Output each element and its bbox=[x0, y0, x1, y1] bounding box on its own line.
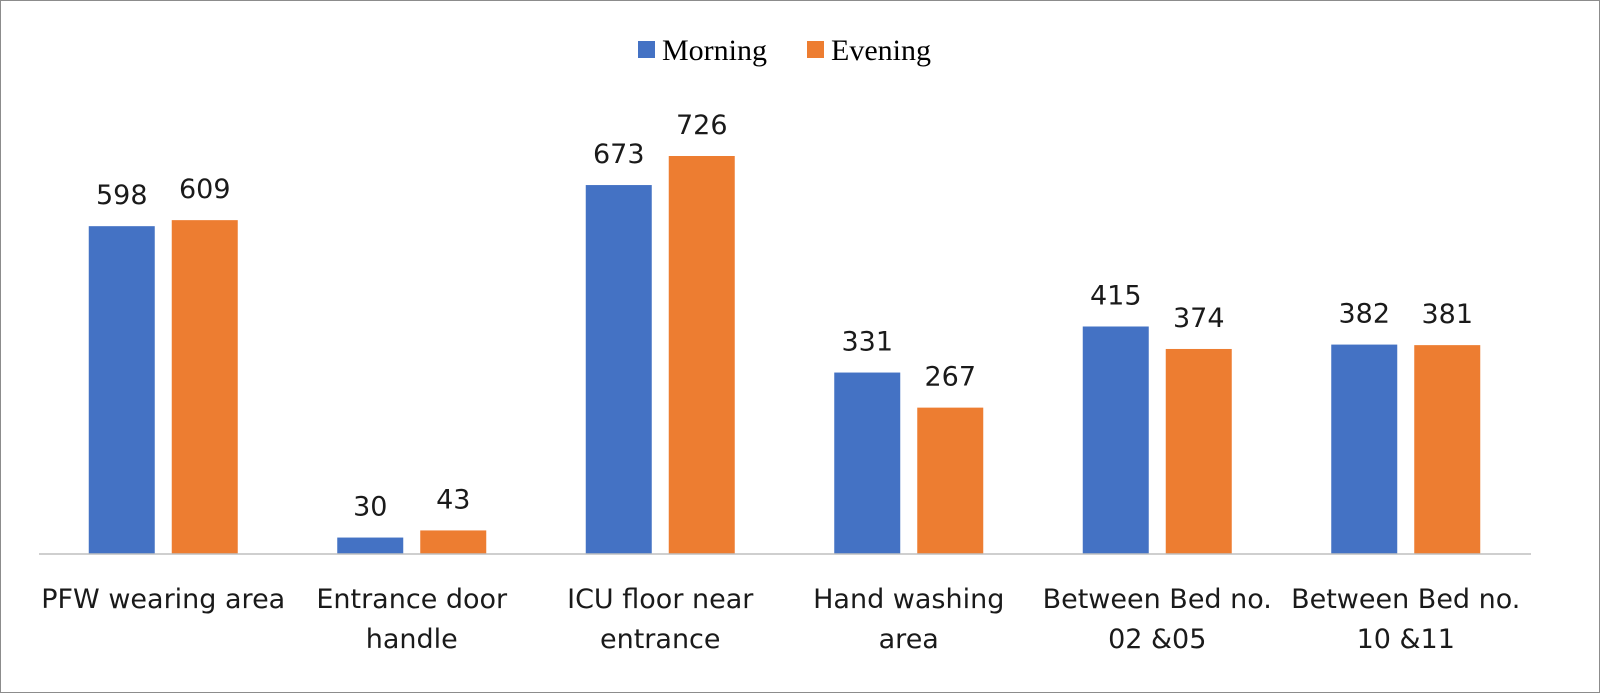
bar-morning-2 bbox=[337, 537, 404, 554]
data-label-evening-6: 381 bbox=[1421, 299, 1473, 330]
data-label-morning-6: 382 bbox=[1338, 299, 1390, 330]
data-label-morning-1: 598 bbox=[96, 180, 148, 211]
data-label-morning-2: 30 bbox=[353, 492, 387, 523]
category-label-3: ICU floor near entrance bbox=[567, 584, 754, 655]
legend: Morning Evening bbox=[638, 34, 931, 67]
bar-evening-2 bbox=[420, 530, 487, 554]
bar-morning-6 bbox=[1331, 344, 1398, 554]
data-label-morning-4: 331 bbox=[841, 327, 893, 358]
bar-morning-1 bbox=[88, 226, 155, 555]
data-label-morning-3: 673 bbox=[593, 139, 645, 170]
bars bbox=[88, 156, 1481, 555]
legend-swatch-evening bbox=[807, 41, 824, 58]
legend-label-evening: Evening bbox=[831, 34, 931, 67]
bar-morning-3 bbox=[585, 185, 652, 554]
category-label-6: Between Bed no. 10 &11 bbox=[1291, 584, 1520, 655]
data-label-evening-2: 43 bbox=[436, 484, 470, 515]
legend-label-morning: Morning bbox=[662, 34, 767, 67]
data-label-morning-5: 415 bbox=[1090, 280, 1142, 311]
bar-morning-5 bbox=[1082, 326, 1149, 554]
category-label-4: Hand washing area bbox=[813, 584, 1004, 655]
bar-evening-1 bbox=[171, 220, 238, 554]
bar-morning-4 bbox=[834, 372, 901, 554]
data-label-evening-1: 609 bbox=[179, 174, 231, 205]
category-label-1: PFW wearing area bbox=[41, 584, 285, 615]
category-label-5: Between Bed no. 02 &05 bbox=[1043, 584, 1272, 655]
bar-evening-5 bbox=[1165, 348, 1232, 554]
data-labels: 598 609 30 43 673 726 331 267 415 374 382 381 bbox=[96, 110, 1473, 523]
data-label-evening-5: 374 bbox=[1173, 303, 1225, 334]
legend-swatch-morning bbox=[638, 41, 655, 58]
bar-evening-6 bbox=[1414, 345, 1481, 554]
bar-evening-3 bbox=[668, 156, 735, 554]
category-label-2: Entrance door handle bbox=[316, 584, 508, 655]
bar-evening-4 bbox=[917, 407, 984, 554]
category-labels: PFW wearing area Entrance door handle ICU f… bbox=[41, 584, 1520, 655]
data-label-evening-3: 726 bbox=[676, 110, 728, 141]
data-label-evening-4: 267 bbox=[924, 362, 976, 393]
